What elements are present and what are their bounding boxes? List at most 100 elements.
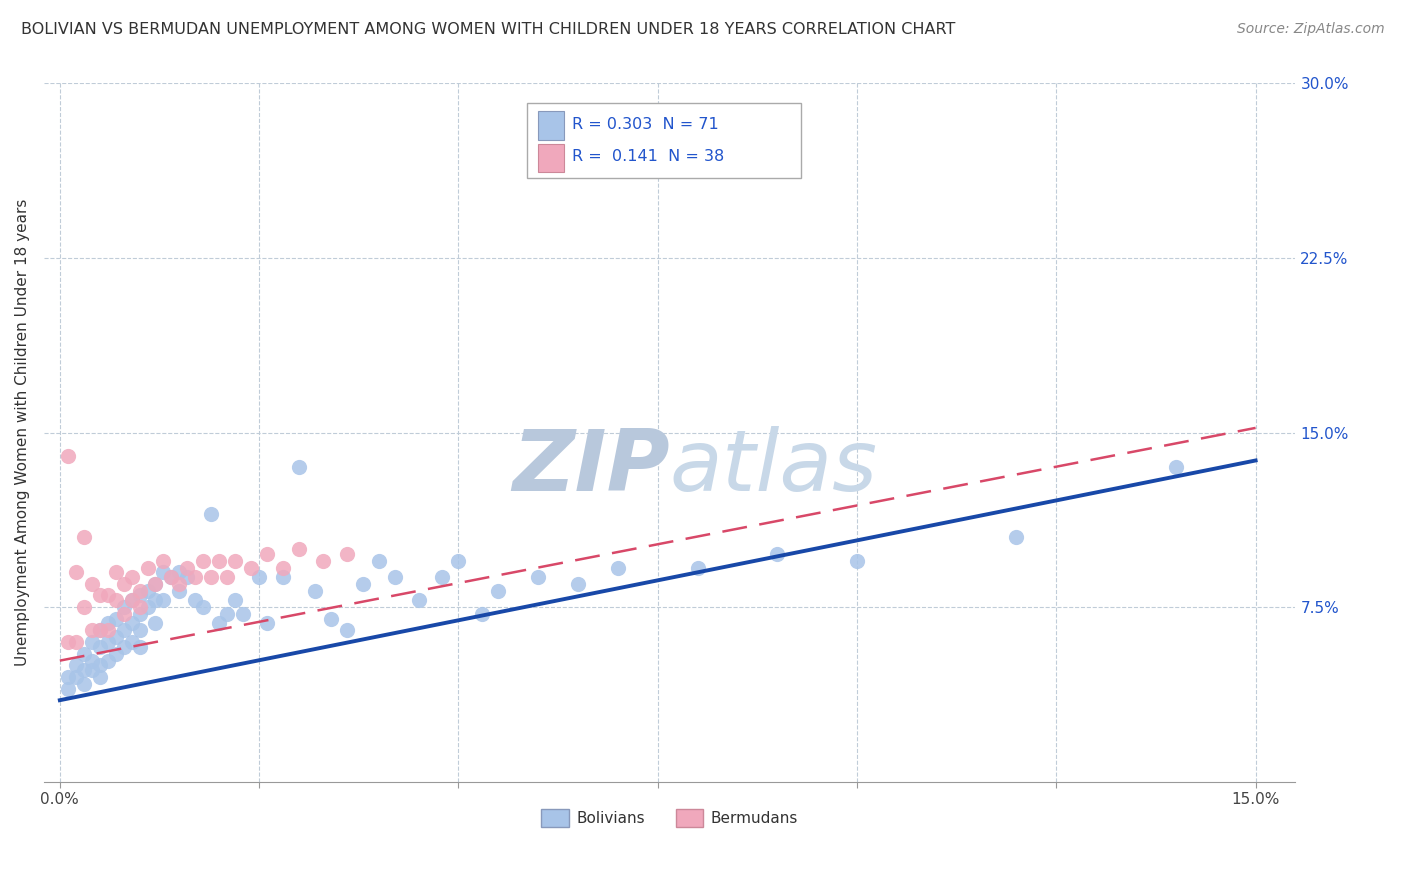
Point (112, 640, 135, 654)
Point (288, 541, 311, 556)
Point (80, 624, 103, 638)
Point (128, 589, 150, 603)
Point (486, 583, 509, 598)
Point (128, 607, 150, 621)
Point (160, 570, 183, 584)
Point (217, 570, 239, 584)
Point (766, 547, 789, 561)
Point (121, 593, 143, 607)
Point (65, 658, 87, 673)
Point (73, 663, 96, 677)
Point (56, 681, 79, 696)
Point (169, 583, 191, 598)
Point (89, 658, 111, 673)
Point (606, 560, 628, 574)
Point (97, 635, 120, 649)
Point (408, 593, 430, 607)
Point (112, 607, 135, 621)
Point (80, 654, 103, 668)
Point (128, 583, 150, 598)
Text: R =  0.141  N = 38: R = 0.141 N = 38 (572, 149, 724, 164)
Point (73, 600, 96, 615)
Point (121, 593, 143, 607)
Point (256, 616, 278, 631)
Point (256, 547, 278, 561)
Point (169, 577, 191, 591)
Point (160, 570, 183, 584)
Text: Source: ZipAtlas.com: Source: ZipAtlas.com (1237, 22, 1385, 37)
Point (65, 635, 87, 649)
Point (128, 624, 150, 638)
Point (271, 570, 294, 584)
Point (56, 449, 79, 463)
Point (152, 593, 174, 607)
Point (136, 560, 159, 574)
Point (136, 600, 159, 615)
Point (56, 670, 79, 684)
Point (527, 570, 550, 584)
Point (336, 547, 359, 561)
Point (112, 624, 135, 638)
Point (352, 577, 374, 591)
Point (104, 612, 127, 626)
Point (288, 460, 311, 475)
Point (240, 560, 263, 574)
Point (128, 640, 150, 654)
Point (152, 553, 174, 567)
Text: ZIP: ZIP (512, 426, 669, 509)
Point (65, 565, 87, 579)
Point (686, 560, 709, 574)
Point (145, 577, 167, 591)
Point (169, 565, 191, 579)
Point (89, 624, 111, 638)
Point (193, 553, 215, 567)
Point (121, 616, 143, 631)
Point (89, 640, 111, 654)
Point (304, 583, 326, 598)
Point (121, 570, 143, 584)
Point (145, 593, 167, 607)
Point (193, 600, 215, 615)
Point (89, 670, 111, 684)
Point (384, 570, 406, 584)
Text: R = 0.303  N = 71: R = 0.303 N = 71 (572, 117, 718, 132)
Point (271, 560, 294, 574)
Point (56, 635, 79, 649)
Point (73, 647, 96, 661)
Point (208, 616, 231, 631)
Point (97, 589, 120, 603)
Point (447, 553, 470, 567)
Text: atlas: atlas (669, 426, 877, 509)
Point (104, 647, 127, 661)
Point (224, 553, 246, 567)
Point (145, 616, 167, 631)
Point (432, 570, 454, 584)
Point (224, 593, 246, 607)
Point (200, 507, 222, 521)
Point (97, 624, 120, 638)
Point (217, 607, 239, 621)
Point (145, 577, 167, 591)
Point (319, 612, 342, 626)
Legend: Bolivians, Bermudans: Bolivians, Bermudans (536, 803, 804, 833)
Point (104, 631, 127, 645)
Point (89, 589, 111, 603)
Point (128, 600, 150, 615)
Point (121, 635, 143, 649)
Point (176, 560, 198, 574)
Point (336, 624, 359, 638)
Point (65, 670, 87, 684)
Point (73, 530, 96, 544)
Text: BOLIVIAN VS BERMUDAN UNEMPLOYMENT AMONG WOMEN WITH CHILDREN UNDER 18 YEARS CORRE: BOLIVIAN VS BERMUDAN UNEMPLOYMENT AMONG … (21, 22, 956, 37)
Y-axis label: Unemployment Among Women with Children Under 18 years: Unemployment Among Women with Children U… (15, 199, 30, 666)
Point (247, 570, 270, 584)
Point (176, 570, 198, 584)
Point (152, 565, 174, 579)
Point (136, 583, 159, 598)
Point (97, 654, 120, 668)
Point (97, 616, 120, 631)
Point (73, 677, 96, 691)
Point (208, 553, 231, 567)
Point (846, 553, 869, 567)
Point (567, 577, 589, 591)
